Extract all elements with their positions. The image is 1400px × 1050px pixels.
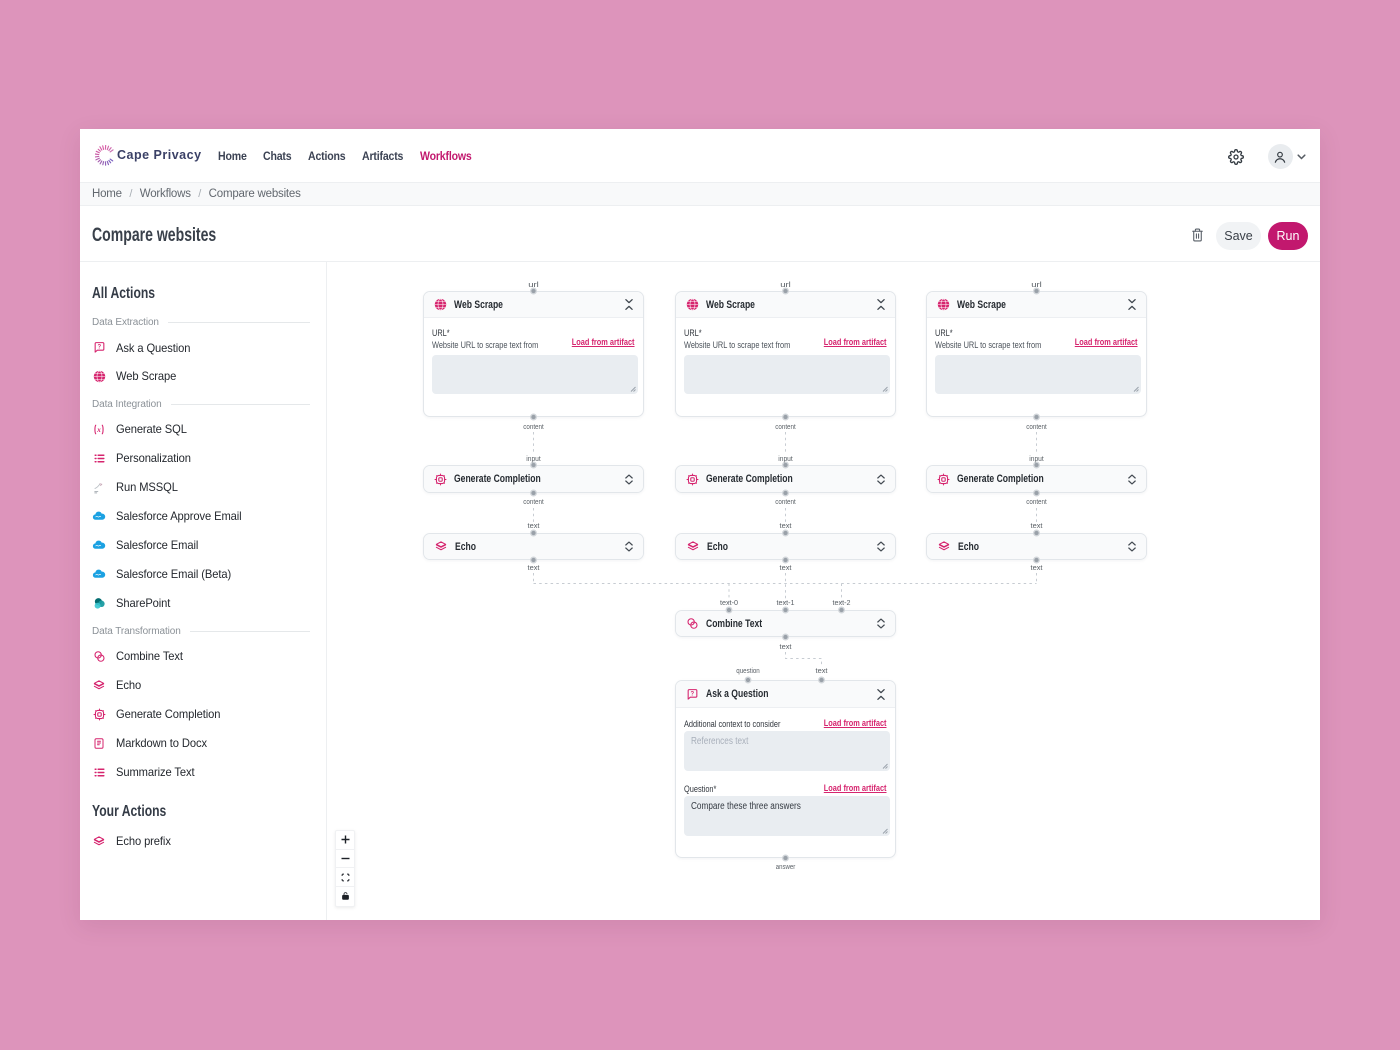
svg-text:text-0: text-0 <box>720 600 738 607</box>
svg-text:question: question <box>736 668 760 675</box>
svg-text:x: x <box>96 425 101 433</box>
svg-text:content: content <box>523 424 544 431</box>
svg-text:content: content <box>775 499 796 506</box>
svg-text:input: input <box>526 456 541 463</box>
svg-text:input: input <box>778 456 793 463</box>
svg-text:url: url <box>528 282 539 289</box>
svg-text:url: url <box>1031 282 1042 289</box>
svg-text:text: text <box>1031 523 1043 530</box>
svg-text:content: content <box>1026 499 1047 506</box>
svg-text:content: content <box>775 424 796 431</box>
svg-text:text-2: text-2 <box>833 600 851 607</box>
svg-text:text: text <box>528 565 540 572</box>
svg-text:content: content <box>523 499 544 506</box>
svg-text:text: text <box>816 668 828 675</box>
svg-text:input: input <box>1029 456 1044 463</box>
svg-text:?: ? <box>690 691 694 697</box>
svg-text:text: text <box>780 644 792 651</box>
svg-text:text-1: text-1 <box>777 600 795 607</box>
svg-text:text: text <box>1031 565 1043 572</box>
svg-text:url: url <box>780 282 791 289</box>
svg-text:answer: answer <box>776 864 796 871</box>
svg-text:text: text <box>780 523 792 530</box>
svg-text:text: text <box>528 523 540 530</box>
svg-text:text: text <box>780 565 792 572</box>
svg-text:content: content <box>1026 424 1047 431</box>
svg-text:?: ? <box>97 344 101 350</box>
